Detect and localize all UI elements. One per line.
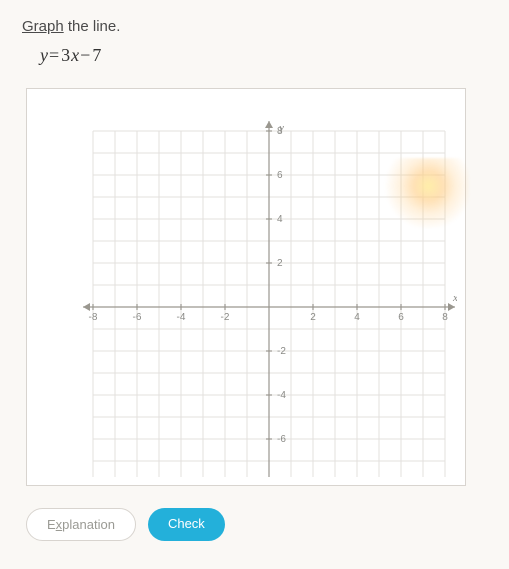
eq-coef: 3 bbox=[61, 45, 70, 65]
x-tick-label: 8 bbox=[442, 312, 448, 323]
eq-lhs-var: y bbox=[40, 45, 48, 65]
x-tick-label: 6 bbox=[398, 312, 404, 323]
graph-panel[interactable]: -8-6-4-22468-8-6-4-22468yx bbox=[26, 88, 466, 486]
x-tick-label: -8 bbox=[89, 312, 98, 323]
instruction-rest: the line. bbox=[64, 18, 121, 35]
explanation-underline-char: x bbox=[56, 517, 63, 532]
x-tick-label: -2 bbox=[221, 312, 230, 323]
x-axis-label: x bbox=[452, 292, 457, 304]
y-tick-label: 4 bbox=[277, 214, 283, 225]
x-tick-label: -4 bbox=[177, 312, 186, 323]
explanation-button[interactable]: Explanation bbox=[26, 508, 136, 541]
y-tick-label: -6 bbox=[277, 434, 286, 445]
x-tick-label: 4 bbox=[354, 312, 360, 323]
eq-rhs-var: x bbox=[71, 45, 79, 65]
equation: y=3x−7 bbox=[40, 45, 487, 66]
y-tick-label: -2 bbox=[277, 346, 286, 357]
x-tick-label: 2 bbox=[310, 312, 316, 323]
x-tick-label: -6 bbox=[133, 312, 142, 323]
eq-equals: = bbox=[49, 45, 59, 65]
x-axis-arrow-right-icon bbox=[448, 303, 455, 311]
x-axis-arrow-left-icon bbox=[83, 303, 90, 311]
instruction-underline: Graph bbox=[22, 18, 64, 35]
instruction-text: Graph the line. bbox=[22, 18, 487, 35]
button-row: Explanation Check bbox=[26, 508, 487, 541]
y-axis-arrow-up-icon bbox=[265, 121, 273, 128]
eq-const: 7 bbox=[92, 45, 101, 65]
eq-minus: − bbox=[80, 45, 90, 65]
y-tick-label: -4 bbox=[277, 390, 286, 401]
y-axis-label: y bbox=[278, 122, 284, 134]
y-tick-label: 2 bbox=[277, 258, 283, 269]
y-tick-label: 6 bbox=[277, 170, 283, 181]
check-button[interactable]: Check bbox=[148, 508, 225, 541]
coordinate-plane[interactable]: -8-6-4-22468-8-6-4-22468yx bbox=[37, 99, 457, 477]
